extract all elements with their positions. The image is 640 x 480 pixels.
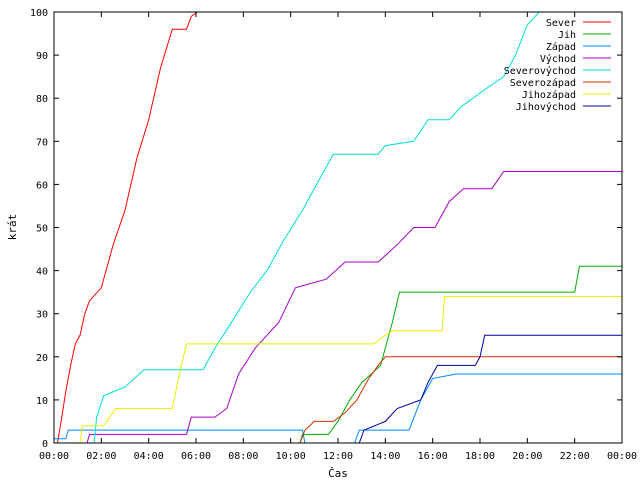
y-tick-label: 40 [36,267,48,278]
series-line-4 [93,11,540,444]
legend: SeverJihZápadVýchodSeverovýchodSeverozáp… [504,18,611,113]
x-tick-label: 10:00 [276,451,306,462]
ticks-layer: 00:00 02:00 04:00 06:00 08:00 10:00 12:00 14:00… [30,8,637,462]
y-tick-label: 0 [42,439,48,450]
x-tick-label: 00:00 [607,451,637,462]
x-tick-label: 12:00 [323,451,353,462]
series-layer [54,11,622,444]
series-line-6 [79,296,622,444]
y-tick-label: 30 [36,310,48,321]
y-tick-label: 50 [36,224,48,235]
x-tick-label: 04:00 [134,451,164,462]
x-tick-label: 16:00 [418,451,448,462]
x-tick-label: 00:00 [39,451,69,462]
x-axis-label: Čas [328,467,348,480]
y-axis-label: krát [6,214,19,241]
series-line-2 [54,373,622,444]
x-tick-label: 02:00 [86,451,116,462]
y-tick-label: 20 [36,353,48,364]
x-tick-label: 08:00 [228,451,258,462]
legend-label-5: Severozápad [510,77,576,89]
x-tick-label: 14:00 [370,451,400,462]
legend-label-1: Jih [558,30,576,41]
y-tick-label: 70 [36,137,48,148]
x-tick-label: 20:00 [512,451,542,462]
series-line-7 [358,334,622,444]
series-line-5 [299,356,622,444]
legend-label-2: Západ [546,41,576,53]
legend-label-6: Jihozápad [522,89,576,101]
y-tick-label: 60 [36,180,48,191]
series-line-0 [57,11,198,444]
y-tick-label: 80 [36,94,48,105]
x-tick-label: 22:00 [560,451,590,462]
x-tick-label: 06:00 [181,451,211,462]
legend-label-0: Sever [546,18,576,29]
y-tick-label: 10 [36,396,48,407]
y-tick-label: 100 [30,8,48,19]
y-tick-label: 90 [36,51,48,62]
legend-label-7: Jihovýchod [516,101,576,113]
legend-label-3: Východ [540,53,576,65]
series-line-3 [86,171,622,444]
legend-label-4: Severovýchod [504,65,576,77]
x-tick-label: 18:00 [465,451,495,462]
series-line-1 [299,265,622,444]
